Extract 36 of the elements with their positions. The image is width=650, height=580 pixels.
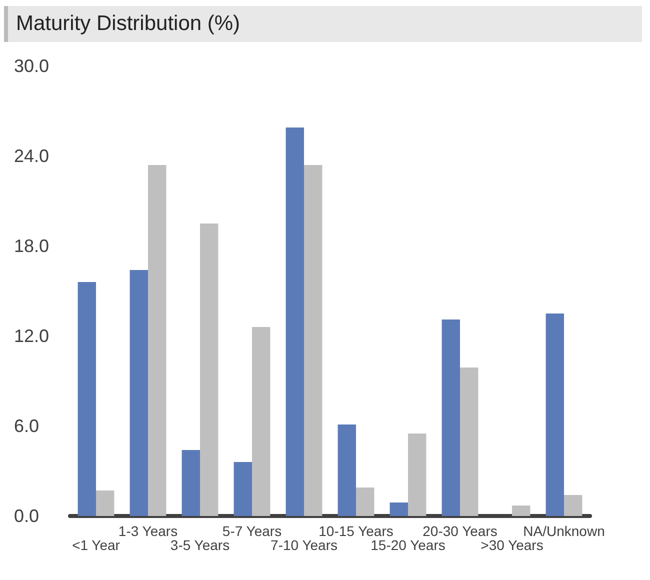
bar — [338, 424, 356, 516]
bar — [234, 462, 252, 516]
bar — [78, 282, 96, 516]
chart-title: Maturity Distribution (%) — [16, 12, 240, 36]
x-tick-label: 10-15 Years — [318, 523, 394, 539]
x-tick-label: 20-30 Years — [422, 523, 498, 539]
x-tick-label: <1 Year — [72, 537, 120, 553]
bar — [546, 314, 564, 516]
x-tick-label: NA/Unknown — [523, 523, 605, 539]
y-tick-label: 0.0 — [14, 506, 40, 526]
bar — [390, 502, 408, 516]
bar — [512, 506, 530, 516]
bar — [148, 165, 166, 516]
bar — [96, 490, 114, 516]
bar — [252, 327, 270, 516]
bar — [200, 224, 218, 516]
bar — [442, 320, 460, 516]
x-tick-label: 7-10 Years — [270, 537, 338, 553]
x-tick-label: 3-5 Years — [170, 537, 230, 553]
bar — [182, 450, 200, 516]
y-tick-label: 6.0 — [14, 416, 40, 436]
y-tick-label: 30.0 — [14, 56, 50, 76]
y-tick-label: 12.0 — [14, 326, 50, 346]
y-tick-label: 24.0 — [14, 146, 50, 166]
x-tick-label: 1-3 Years — [118, 523, 178, 539]
bar — [130, 270, 148, 516]
bar — [460, 368, 478, 516]
bar — [408, 434, 426, 516]
y-tick-label: 18.0 — [14, 236, 50, 256]
x-tick-label: >30 Years — [480, 537, 544, 553]
bar — [356, 488, 374, 516]
x-tick-label: 5-7 Years — [222, 523, 282, 539]
bar — [304, 165, 322, 516]
bar — [286, 128, 304, 516]
x-tick-label: 15-20 Years — [370, 537, 446, 553]
bar — [564, 495, 582, 516]
